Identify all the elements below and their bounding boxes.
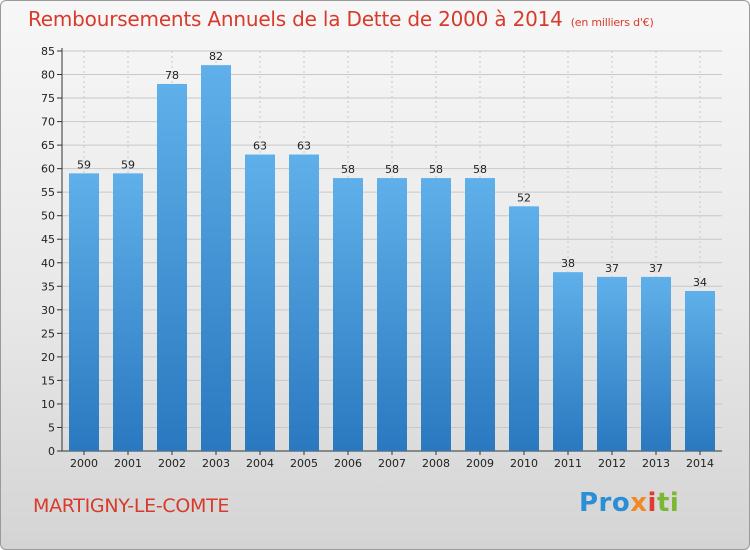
x-tick-label: 2004 bbox=[246, 457, 274, 470]
x-tick-label: 2003 bbox=[202, 457, 230, 470]
logo-part-3: i bbox=[647, 488, 657, 518]
bar-2000 bbox=[69, 173, 99, 451]
labels: 59 2000 59 2001 78 2002 82 2003 63 2004 63 2005 58 20… bbox=[70, 50, 714, 470]
x-tick-label: 2005 bbox=[290, 457, 318, 470]
y-tick-label: 20 bbox=[41, 351, 55, 364]
bar-value-label: 58 bbox=[473, 163, 487, 176]
y-tick-label: 40 bbox=[41, 257, 55, 270]
bar-2005 bbox=[289, 154, 319, 451]
x-tick-label: 2009 bbox=[466, 457, 494, 470]
bar-value-label: 59 bbox=[77, 158, 91, 171]
x-tick-label: 2007 bbox=[378, 457, 406, 470]
y-tick-label: 30 bbox=[41, 304, 55, 317]
bar-2003 bbox=[201, 65, 231, 451]
bar-value-label: 58 bbox=[341, 163, 355, 176]
bar-2012 bbox=[597, 276, 627, 451]
y-tick-label: 35 bbox=[41, 280, 55, 293]
y-tick-label: 55 bbox=[41, 186, 55, 199]
bar-2009 bbox=[465, 178, 495, 451]
chart-subtitle: (en milliers d'€) bbox=[570, 16, 654, 29]
commune-name: MARTIGNY-LE-COMTE bbox=[33, 495, 230, 517]
y-tick-label: 10 bbox=[41, 398, 55, 411]
logo-part-2: x bbox=[630, 488, 648, 518]
y-tick-label: 45 bbox=[41, 233, 55, 246]
y-tick-label: 70 bbox=[41, 116, 55, 129]
proxiti-logo: Proxiti bbox=[579, 488, 679, 518]
bar-value-label: 63 bbox=[297, 140, 311, 153]
y-tick-label: 80 bbox=[41, 69, 55, 82]
bar-value-label: 58 bbox=[385, 163, 399, 176]
x-tick-label: 2013 bbox=[642, 457, 670, 470]
x-tick-label: 2012 bbox=[598, 457, 626, 470]
bar-2007 bbox=[377, 178, 407, 451]
bar-value-label: 59 bbox=[121, 158, 135, 171]
chart-title: Remboursements Annuels de la Dette de 20… bbox=[28, 7, 654, 31]
x-tick-label: 2006 bbox=[334, 457, 362, 470]
bar-2011 bbox=[553, 272, 583, 451]
x-tick-label: 2008 bbox=[422, 457, 450, 470]
bar-2013 bbox=[641, 276, 671, 451]
bar-value-label: 52 bbox=[517, 191, 531, 204]
x-tick-label: 2014 bbox=[686, 457, 714, 470]
y-tick-label: 65 bbox=[41, 139, 55, 152]
y-tick-label: 15 bbox=[41, 374, 55, 387]
y-tick-label: 25 bbox=[41, 327, 55, 340]
y-tick-label: 75 bbox=[41, 92, 55, 105]
bar-2001 bbox=[113, 173, 143, 451]
bar-2006 bbox=[333, 178, 363, 451]
bar-value-label: 37 bbox=[649, 262, 663, 275]
x-tick-label: 2011 bbox=[554, 457, 582, 470]
y-tick-label: 5 bbox=[48, 421, 55, 434]
y-tick-label: 60 bbox=[41, 163, 55, 176]
y-tick-label: 85 bbox=[41, 45, 55, 58]
bar-value-label: 34 bbox=[693, 276, 707, 289]
bar-value-label: 37 bbox=[605, 262, 619, 275]
y-tick-label: 0 bbox=[48, 445, 55, 458]
logo-part-4: ti bbox=[656, 488, 680, 518]
x-tick-label: 2010 bbox=[510, 457, 538, 470]
logo-part-1: Pro bbox=[579, 488, 631, 518]
bar-value-label: 38 bbox=[561, 257, 575, 270]
bar-2004 bbox=[245, 154, 275, 451]
bars bbox=[69, 65, 715, 452]
bar-value-label: 78 bbox=[165, 69, 179, 82]
bar-value-label: 82 bbox=[209, 50, 223, 63]
bar-2008 bbox=[421, 178, 451, 451]
x-tick-label: 2000 bbox=[70, 457, 98, 470]
x-tick-label: 2002 bbox=[158, 457, 186, 470]
bar-2010 bbox=[509, 206, 539, 451]
x-tick-label: 2001 bbox=[114, 457, 142, 470]
bar-value-label: 63 bbox=[253, 140, 267, 153]
bar-value-label: 58 bbox=[429, 163, 443, 176]
bar-2002 bbox=[157, 83, 187, 452]
y-tick-label: 50 bbox=[41, 210, 55, 223]
chart-title-text: Remboursements Annuels de la Dette de 20… bbox=[28, 7, 563, 31]
bar-2014 bbox=[685, 291, 715, 451]
